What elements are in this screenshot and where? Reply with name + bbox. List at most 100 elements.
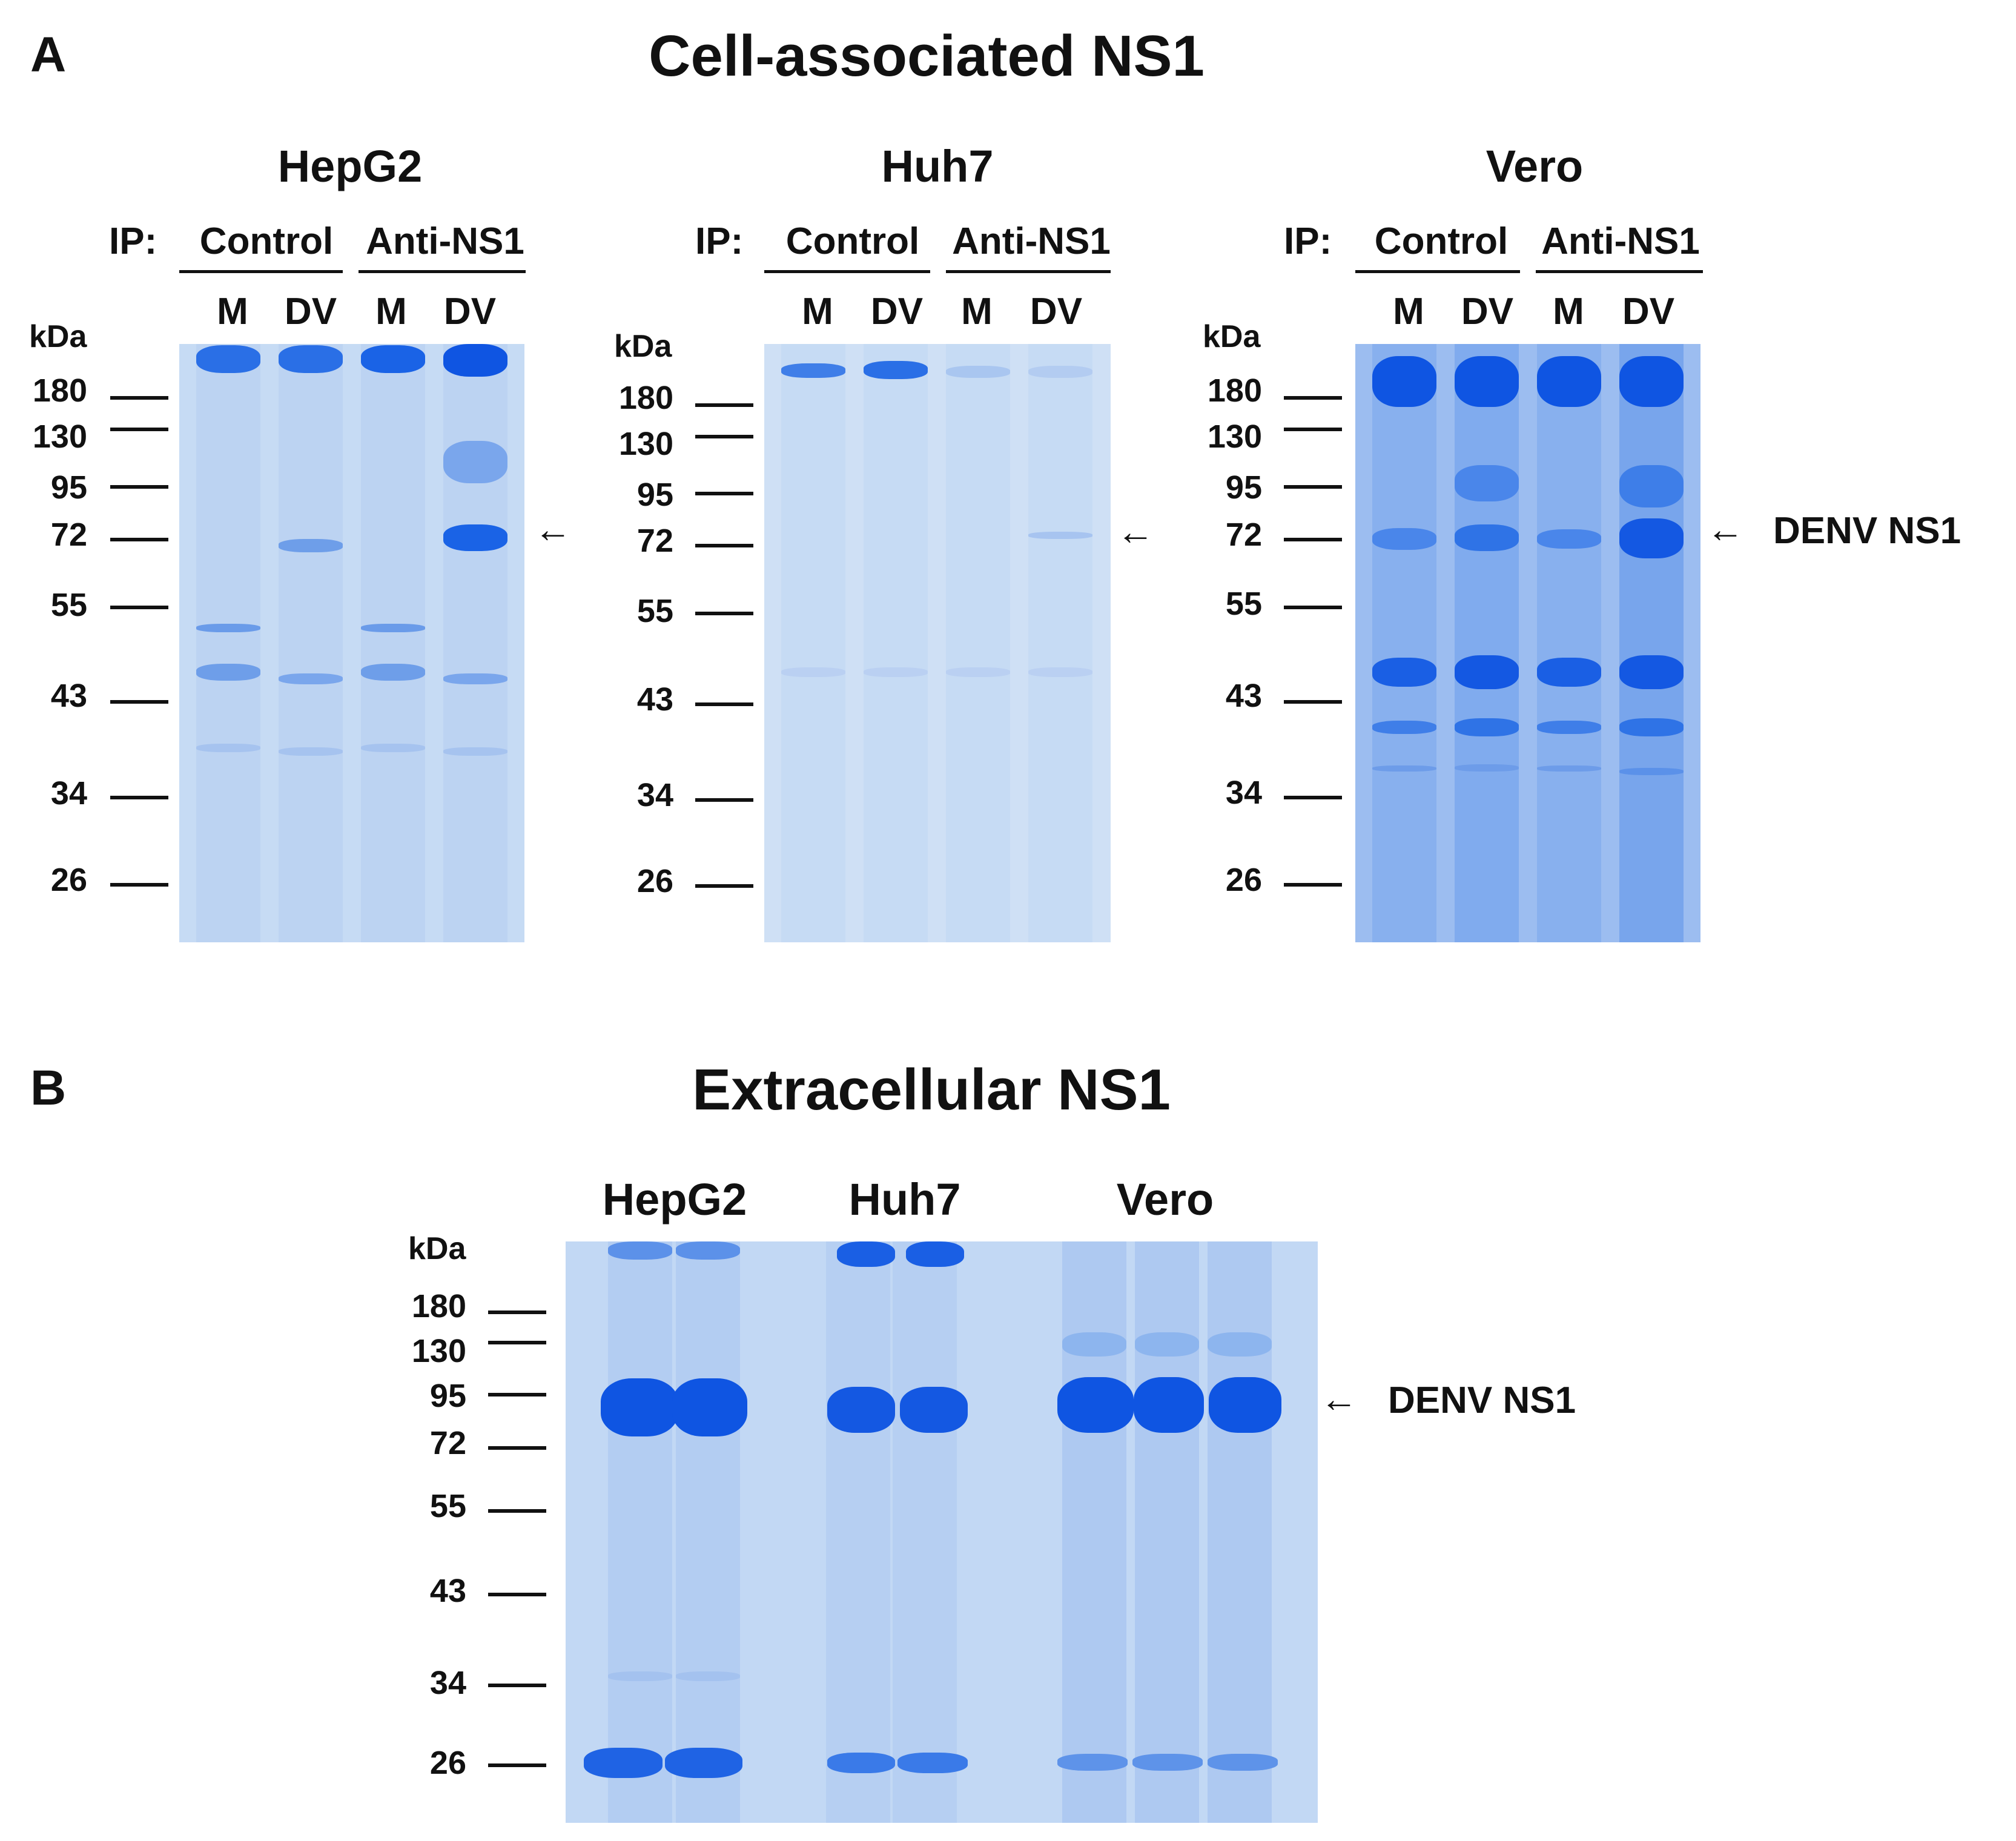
cell-title-hepg2: HepG2 (602, 1174, 747, 1225)
gel-band (608, 1241, 672, 1260)
gel-lane (676, 1241, 740, 1823)
mw-label: 43 (50, 678, 87, 714)
mw-label: 55 (429, 1488, 466, 1524)
mw-tick (110, 485, 168, 489)
gel-band (196, 744, 260, 752)
arrow-icon: ← (1320, 1378, 1358, 1420)
gel-band (1619, 465, 1684, 507)
gel-band (864, 667, 928, 677)
gel-band (361, 345, 425, 373)
group-label-control: Control (1374, 220, 1509, 262)
mw-tick (110, 396, 168, 400)
gel-band (1132, 1754, 1203, 1771)
mw-label: 43 (429, 1573, 466, 1609)
gel-band (196, 345, 260, 373)
mw-tick (488, 1509, 546, 1513)
mw-tick (110, 883, 168, 887)
gel-lane (1372, 344, 1436, 942)
lane-label: M (375, 291, 407, 332)
mw-label: 95 (50, 469, 87, 506)
mw-label: 34 (429, 1665, 466, 1701)
gel-band (443, 344, 507, 377)
mw-tick (488, 1763, 546, 1767)
mw-label: 55 (636, 593, 673, 629)
gel-band (1209, 1377, 1281, 1433)
mw-tick (695, 884, 753, 888)
gel-band (1372, 721, 1436, 734)
panel-b-letter: B (30, 1060, 67, 1116)
group-label-control: Control (785, 220, 920, 262)
gel-lane (1208, 1241, 1272, 1823)
cell-title-huh7: Huh7 (881, 141, 994, 191)
gel-band (1619, 718, 1684, 736)
gel-band (1372, 356, 1436, 407)
gel-band (1537, 721, 1601, 734)
gel-band (1372, 658, 1436, 687)
gel-band (1455, 718, 1519, 736)
panel-a-letter: A (30, 27, 67, 82)
group-underline (359, 270, 526, 273)
gel-lane (946, 344, 1010, 942)
gel-band (1537, 658, 1601, 687)
mw-tick (110, 700, 168, 704)
gel-lane (1455, 344, 1519, 942)
mw-tick (695, 435, 753, 438)
mw-tick (1284, 883, 1342, 887)
mw-label: 43 (1225, 678, 1262, 714)
gel-band (1028, 366, 1092, 378)
mw-label: 26 (636, 863, 673, 899)
gel-band (1537, 356, 1601, 407)
mw-tick (488, 1393, 546, 1396)
gel-band (665, 1748, 742, 1778)
ip-label: IP: (1284, 220, 1332, 262)
group-label-control: Control (199, 220, 334, 262)
lane-label: M (1393, 291, 1424, 332)
group-label-anti-ns1: Anti-NS1 (952, 220, 1111, 262)
gel-band (827, 1753, 895, 1773)
gel-band (1619, 768, 1684, 775)
mw-label: 34 (50, 775, 87, 811)
arrow-icon: ← (534, 509, 572, 550)
group-label-anti-ns1: Anti-NS1 (1541, 220, 1700, 262)
gel-band (837, 1241, 895, 1267)
gel-image-huh7 (764, 344, 1111, 942)
mw-label: 180 (32, 372, 87, 409)
kda-label: kDa (614, 329, 672, 364)
gel-lane (781, 344, 845, 942)
mw-tick (695, 612, 753, 615)
arrow-icon: ← (1117, 511, 1154, 553)
mw-label: 43 (636, 681, 673, 718)
gel-band (443, 747, 507, 756)
mw-tick (1284, 485, 1342, 489)
mw-tick (488, 1684, 546, 1687)
kda-label: kDa (29, 319, 87, 354)
gel-band (279, 345, 343, 373)
gel-band (584, 1748, 663, 1778)
gel-band (443, 441, 507, 483)
kda-label: kDa (1203, 319, 1261, 354)
group-label-anti-ns1: Anti-NS1 (366, 220, 524, 262)
gel-band (1455, 465, 1519, 501)
gel-band (1208, 1332, 1272, 1357)
gel-band (279, 539, 343, 552)
gel-band (1619, 518, 1684, 558)
gel-band (781, 667, 845, 677)
gel-band (781, 363, 845, 378)
gel-lane (1062, 1241, 1126, 1823)
gel-band (1028, 667, 1092, 677)
mw-label: 95 (1225, 469, 1262, 506)
mw-tick (695, 702, 753, 706)
gel-lane (443, 344, 507, 942)
gel-band (1057, 1377, 1134, 1433)
mw-tick (1284, 428, 1342, 431)
ip-label: IP: (109, 220, 157, 262)
mw-label: 130 (618, 426, 673, 462)
mw-tick (695, 798, 753, 802)
mw-tick (1284, 700, 1342, 704)
gel-band (864, 361, 928, 379)
gel-band (676, 1241, 740, 1260)
kda-label: kDa (408, 1231, 466, 1266)
gel-band (1062, 1332, 1126, 1357)
gel-image-hepg2 (179, 344, 524, 942)
mw-tick (1284, 796, 1342, 799)
